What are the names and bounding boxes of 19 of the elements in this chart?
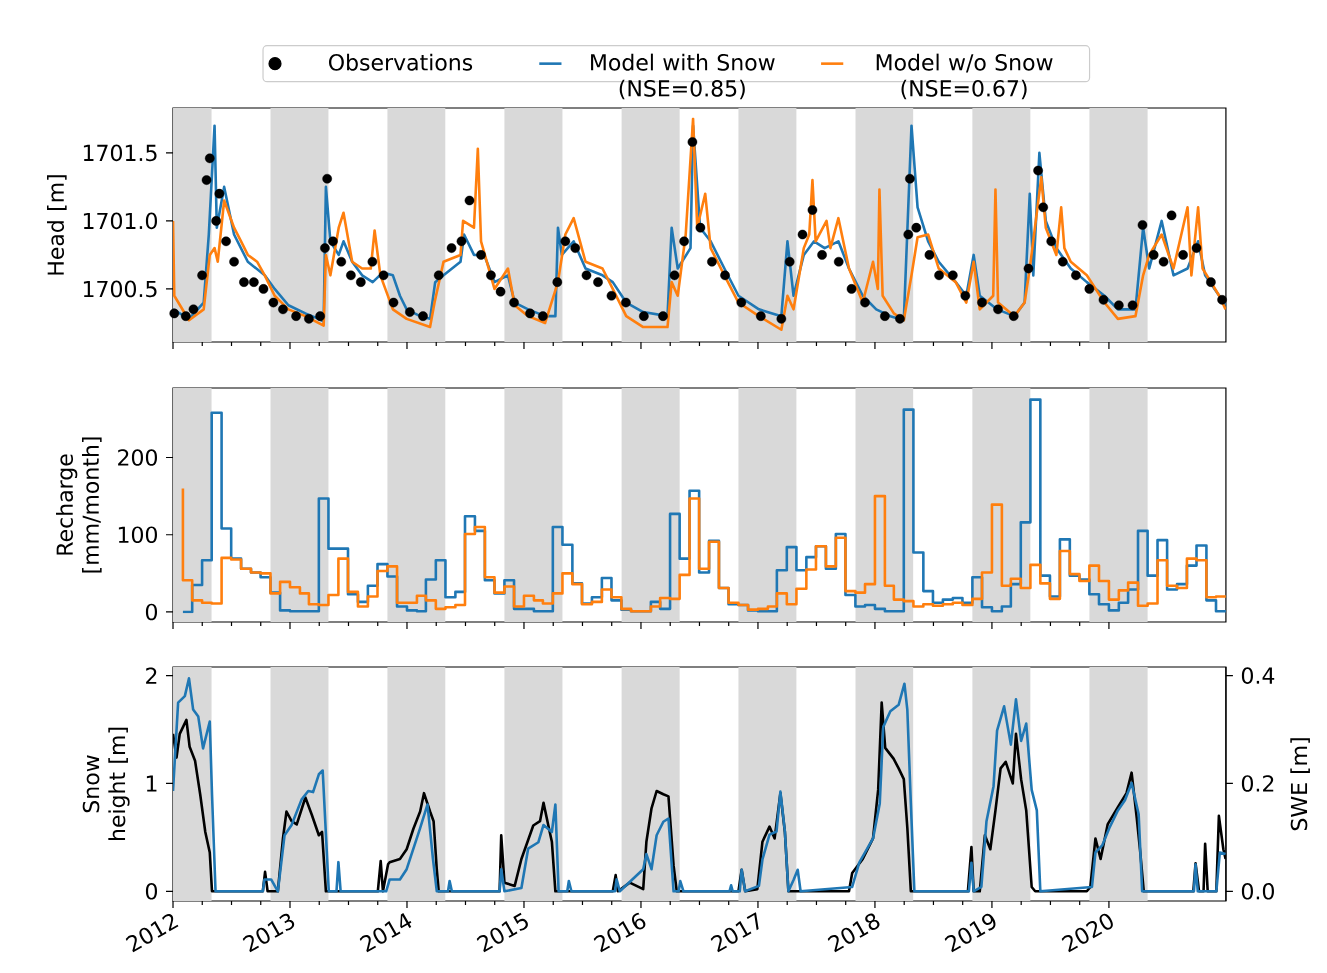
y-axis-title: Head [m] (47, 175, 67, 275)
y2-tick-label: 0.0 (1241, 882, 1274, 900)
y2-axis-title: SWE [m] (1290, 738, 1310, 831)
y-tick-label: 1701.5 (83, 144, 157, 162)
y-axis-title: Recharge [mm/month] (56, 437, 102, 573)
y-tick-label: 1700.5 (83, 280, 157, 298)
legend-label: Model with Snow (NSE=0.85) (591, 53, 775, 100)
legend-label: Model w/o Snow (NSE=0.67) (876, 53, 1053, 100)
y2-tick-label: 0.2 (1241, 775, 1274, 792)
y-tick-label: 1 (146, 775, 157, 792)
y-tick-label: 0 (145, 882, 158, 900)
y-tick-label: 200 (118, 449, 157, 466)
y-tick-label: 2 (146, 667, 157, 684)
y-tick-label: 100 (118, 526, 157, 544)
y-tick-label: 1701.0 (83, 212, 157, 230)
y2-tick-label: 0.4 (1241, 667, 1275, 684)
y-axis-title: Snow height [m] (82, 727, 130, 841)
legend-label: Observations (329, 53, 473, 71)
y-tick-label: 0 (145, 603, 158, 621)
